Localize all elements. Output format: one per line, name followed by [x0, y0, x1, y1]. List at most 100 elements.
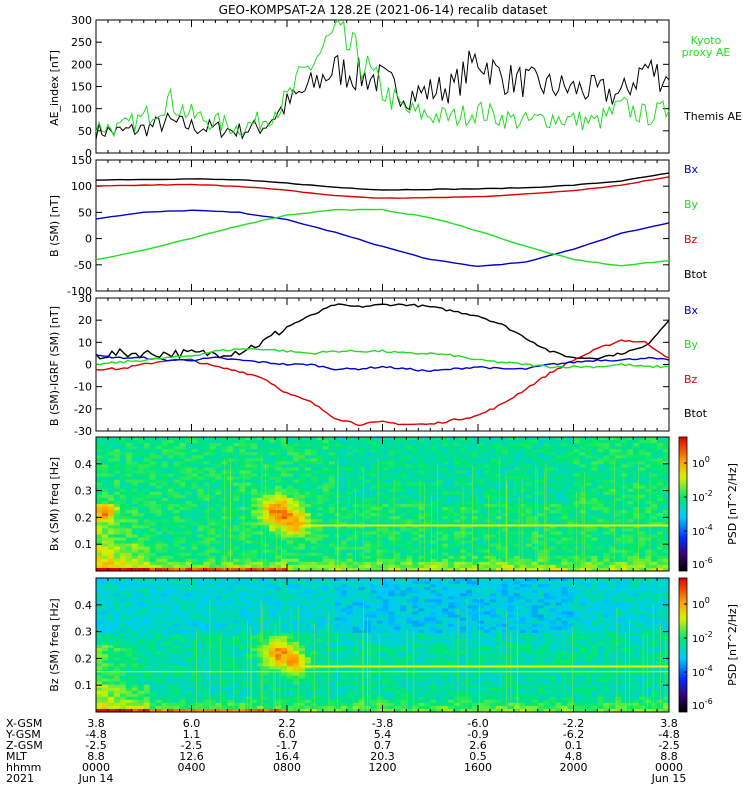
spectrogram-cell — [645, 504, 652, 508]
spectrogram-cell — [179, 491, 187, 496]
spectrogram-cell — [316, 443, 324, 447]
spectrogram-cell — [328, 507, 336, 511]
spectrogram-cell — [179, 611, 187, 616]
spectrogram-cell — [591, 543, 598, 548]
spectrogram-cell — [179, 705, 187, 710]
spectrogram-cell — [513, 440, 521, 444]
spectrogram-cell — [537, 546, 545, 551]
spectrogram-cell — [263, 455, 270, 459]
spectrogram-cell — [185, 617, 193, 622]
spectrogram-cell — [245, 567, 252, 571]
spectrogram-cell — [591, 516, 598, 520]
spectrogram-cell — [663, 531, 669, 536]
spectrogram-cell — [161, 708, 169, 712]
spectrogram-cell — [597, 507, 604, 511]
spectrogram-cell — [149, 455, 157, 459]
spectrogram-cell — [543, 461, 551, 466]
spectrogram-cell — [657, 461, 664, 466]
spectrogram-cell — [161, 455, 169, 459]
spectrogram-cell — [233, 497, 240, 502]
spectrogram-cell — [555, 534, 563, 539]
spectrogram-cell — [191, 473, 199, 478]
spectrogram-cell — [555, 455, 563, 459]
spectrogram-cell — [215, 494, 222, 499]
spectrogram-cell — [382, 516, 390, 520]
spectrogram-cell — [424, 534, 431, 539]
spectrogram-cell — [107, 564, 115, 569]
spectrogram-cell — [161, 660, 169, 664]
spectrogram-cell — [472, 437, 479, 441]
spectrogram-cell — [185, 708, 193, 712]
spectrogram-cell — [131, 596, 139, 600]
spectrogram-cell — [125, 623, 133, 628]
spectrogram-cell — [645, 525, 652, 529]
spectrogram-cell — [173, 599, 181, 603]
spectrogram-cell — [143, 666, 151, 670]
spectrogram-cell — [394, 473, 402, 478]
spectrogram-cell — [460, 500, 467, 505]
spectrogram-cell — [645, 540, 652, 545]
spectrogram-cell — [645, 519, 652, 523]
spectrogram-cell — [424, 540, 431, 545]
spectrogram-cell — [358, 470, 366, 475]
spectrogram-cell — [358, 552, 366, 557]
spectrogram-cell — [298, 494, 306, 499]
spectrogram-cell — [131, 654, 139, 658]
spectrogram-cell — [107, 684, 115, 689]
spectrogram-cell — [627, 519, 634, 523]
spectrogram-cell — [137, 507, 145, 511]
spectrogram-cell — [621, 479, 628, 484]
spectrogram-cell — [597, 470, 604, 475]
spectrogram-cell — [328, 567, 336, 571]
spectrogram-cell — [179, 593, 187, 597]
spectrogram-cell — [101, 675, 109, 680]
spectrogram-cell — [663, 555, 669, 560]
spectrogram-cell — [442, 443, 449, 447]
spectrogram-cell — [400, 567, 407, 571]
spectrogram-cell — [179, 485, 187, 490]
spectrogram-cell — [251, 440, 258, 444]
spectrogram-cell — [663, 525, 669, 529]
spectrogram-cell — [107, 702, 115, 707]
spectrogram-cell — [603, 494, 610, 499]
spectrogram-cell — [448, 461, 455, 466]
spectrogram-cell — [364, 440, 372, 444]
spectrogram-cell — [609, 461, 616, 466]
spectrogram-cell — [519, 467, 527, 472]
spectrogram-cell — [191, 449, 199, 453]
spectrogram-cell — [370, 567, 378, 571]
spectrogram-cell — [340, 537, 348, 542]
spectrogram-cell — [507, 510, 515, 514]
spectrogram-cell — [627, 510, 634, 514]
spectrogram-cell — [543, 507, 551, 511]
spectrogram-cell — [251, 437, 258, 441]
spectrogram-cell — [281, 519, 288, 523]
spectrogram-cell — [101, 654, 109, 658]
spectrogram-cell — [460, 537, 467, 542]
spectrogram-cell — [113, 546, 121, 551]
spectrogram-cell — [633, 473, 640, 478]
spectrogram-cell — [340, 497, 348, 502]
spectrogram-cell — [615, 473, 622, 478]
spectrogram-cell — [406, 452, 413, 456]
spectrogram-cell — [143, 611, 151, 616]
spectrogram-cell — [197, 473, 205, 478]
spectrogram-cell — [179, 614, 187, 619]
spectrogram-cell — [567, 476, 575, 481]
spectrogram-cell — [412, 497, 419, 502]
spectrogram-cell — [466, 464, 473, 469]
spectrogram-cell — [639, 446, 646, 450]
spectrogram-cell — [185, 599, 193, 603]
spectrogram-cell — [406, 494, 413, 499]
spectrogram-cell — [376, 473, 384, 478]
spectrogram-cell — [621, 458, 628, 462]
spectrogram-cell — [287, 522, 294, 526]
spectrogram-cell — [179, 599, 187, 603]
spectrogram-cell — [489, 461, 497, 466]
spectrogram-cell — [257, 534, 264, 539]
spectrogram-cell — [173, 660, 181, 664]
spectrogram-cell — [310, 497, 318, 502]
spectrogram-cell — [203, 491, 211, 496]
spectrogram-cell — [269, 540, 276, 545]
spectrogram-cell — [269, 470, 276, 475]
